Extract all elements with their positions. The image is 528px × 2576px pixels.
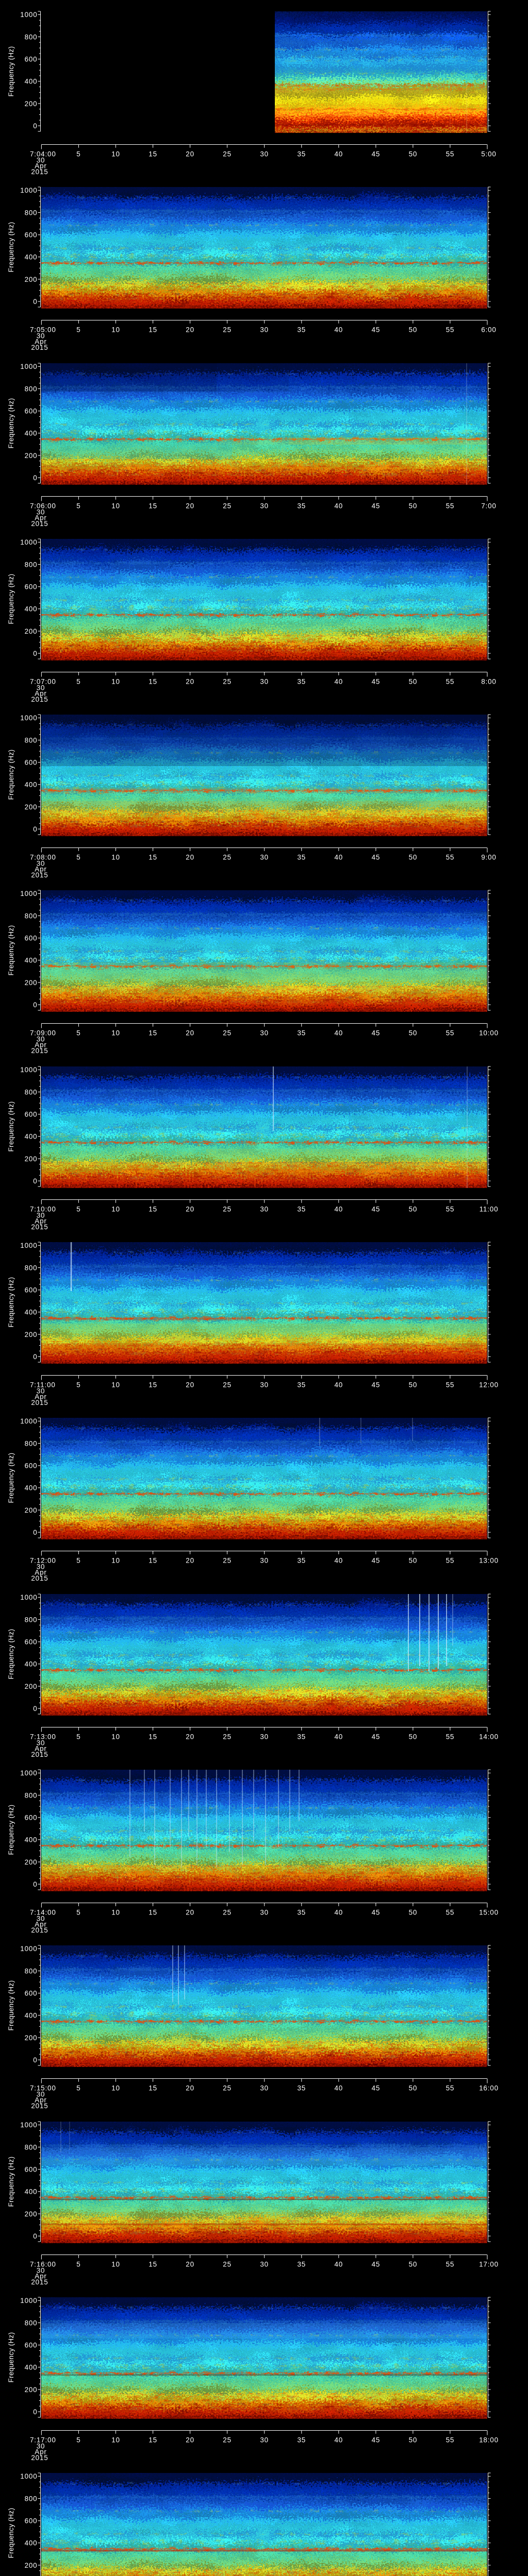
- svg-text:9:00: 9:00: [481, 854, 496, 861]
- svg-text:7:07:00: 7:07:00: [30, 678, 56, 686]
- svg-text:6:00: 6:00: [481, 326, 496, 334]
- svg-text:10:00: 10:00: [479, 1029, 499, 1037]
- svg-text:12:00: 12:00: [479, 1381, 499, 1389]
- svg-text:8:00: 8:00: [481, 678, 496, 686]
- svg-text:18:00: 18:00: [479, 2436, 499, 2444]
- svg-text:16:00: 16:00: [479, 2084, 499, 2092]
- svg-text:7:11:00: 7:11:00: [30, 1381, 56, 1389]
- svg-text:7:12:00: 7:12:00: [30, 1557, 56, 1565]
- svg-text:5:00: 5:00: [481, 150, 496, 158]
- svg-text:15:00: 15:00: [479, 1909, 499, 1917]
- svg-text:7:13:00: 7:13:00: [30, 1733, 56, 1741]
- svg-text:14:00: 14:00: [479, 1733, 499, 1741]
- svg-text:7:06:00: 7:06:00: [30, 502, 56, 510]
- svg-text:17:00: 17:00: [479, 2261, 499, 2268]
- svg-text:7:00: 7:00: [481, 502, 496, 510]
- svg-text:7:10:00: 7:10:00: [30, 1206, 56, 1213]
- svg-text:7:15:00: 7:15:00: [30, 2084, 56, 2092]
- svg-text:7:04:00: 7:04:00: [30, 150, 56, 158]
- svg-text:13:00: 13:00: [479, 1557, 499, 1565]
- svg-text:7:08:00: 7:08:00: [30, 854, 56, 861]
- svg-text:7:09:00: 7:09:00: [30, 1029, 56, 1037]
- svg-text:7:16:00: 7:16:00: [30, 2261, 56, 2268]
- svg-text:7:05:00: 7:05:00: [30, 326, 56, 334]
- svg-text:7:17:00: 7:17:00: [30, 2436, 56, 2444]
- svg-text:11:00: 11:00: [480, 1206, 499, 1213]
- svg-text:7:14:00: 7:14:00: [30, 1909, 56, 1917]
